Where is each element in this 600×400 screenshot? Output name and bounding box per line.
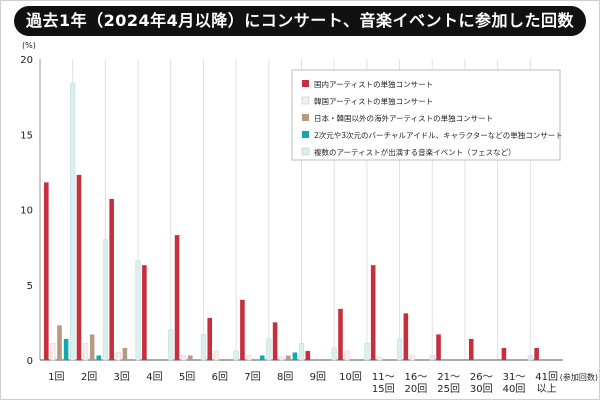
legend: 国内アーティストの単独コンサート韓国アーティストの単独コンサート日本・韓国以外の… <box>291 69 563 161</box>
y-tick-label: 10 <box>20 206 33 217</box>
bar <box>181 355 187 361</box>
y-axis-ticks: 0 5 10 15 20 <box>20 55 33 367</box>
x-tick-label: 26～ 30回 <box>470 372 493 395</box>
x-tick-label: 2回 <box>81 371 97 383</box>
legend-label: 日本・韓国以外の海外アーティストの単独コンサート <box>314 113 493 123</box>
x-tick-label: 9回 <box>310 371 326 383</box>
bar <box>338 308 343 360</box>
legend-label: 2次元や3次元のバーチャルアイドル、キャラクターなどの単独コンサート <box>314 130 563 140</box>
x-tick-label: 1回 <box>48 371 64 383</box>
bar <box>70 82 76 361</box>
bar <box>527 355 533 361</box>
x-tick-label: 11～ 15回 <box>372 372 395 395</box>
bar <box>240 299 245 360</box>
bar <box>89 334 95 360</box>
x-tick-label: 10回 <box>339 371 362 383</box>
y-tick-label: 15 <box>20 130 33 141</box>
x-axis-label: (参加回数) <box>560 372 598 382</box>
x-tick-label: 41回以上 <box>535 371 558 395</box>
chart-title: 過去1年（2024年4月以降）にコンサート、音楽イベントに参加した回数 <box>14 6 586 36</box>
bar <box>115 352 121 361</box>
bar <box>409 355 416 361</box>
bar <box>246 355 252 361</box>
bar <box>109 198 114 360</box>
bar <box>403 313 409 360</box>
legend-swatch <box>302 80 309 87</box>
bar <box>135 260 141 361</box>
bar <box>429 355 435 361</box>
x-tick-label: 21～ 25回 <box>437 372 460 395</box>
bar <box>213 350 219 361</box>
bar <box>377 356 383 361</box>
y-tick-label: 20 <box>20 55 33 66</box>
bar <box>298 343 305 361</box>
bar <box>370 265 376 360</box>
legend-swatch <box>301 147 310 156</box>
bar <box>76 174 82 360</box>
x-tick-label: 5回 <box>179 371 195 383</box>
bar <box>207 317 213 360</box>
bar <box>259 355 265 360</box>
legend-swatch <box>302 114 309 121</box>
bar <box>200 334 206 361</box>
x-axis-ticks: 1回 2回 3回 4回 5回 6回 7回 8回 9回 10回 11～ 15回 16～ 20回 21～ 25回 2… <box>48 371 558 395</box>
bar <box>397 338 403 361</box>
bar <box>187 355 193 360</box>
bar <box>286 355 291 360</box>
y-tick-label: 5 <box>27 281 33 292</box>
bar <box>102 239 108 361</box>
bar <box>292 352 298 360</box>
bar <box>534 347 539 360</box>
bar <box>44 182 49 360</box>
legend-box <box>291 69 561 161</box>
bar <box>96 355 102 360</box>
x-tick-label: 7回 <box>244 371 260 383</box>
bar <box>233 350 239 361</box>
legend-label: 韓国アーティストの単独コンサート <box>314 96 433 106</box>
bars <box>44 82 539 361</box>
bar <box>63 338 69 360</box>
grid-lines <box>39 59 563 361</box>
x-tick-label: 8回 <box>277 371 293 383</box>
legend-swatch <box>301 96 310 105</box>
bar <box>364 343 370 361</box>
bar <box>436 334 441 360</box>
y-axis-unit: (%) <box>22 41 36 50</box>
legend-label: 国内アーティストの単独コンサート <box>314 79 433 89</box>
bar <box>57 325 62 360</box>
bar <box>331 347 337 361</box>
bar <box>83 343 89 361</box>
legend-swatch <box>302 131 309 138</box>
bar <box>122 347 128 360</box>
bar <box>501 347 507 360</box>
bar <box>266 338 272 361</box>
bar <box>142 265 147 360</box>
bar <box>272 322 278 360</box>
x-tick-label: 16～ 20回 <box>405 372 428 395</box>
x-tick-label: 3回 <box>114 371 130 383</box>
bar <box>279 356 285 361</box>
bar <box>468 338 474 360</box>
legend-label: 複数のアーティストが出演する音楽イベント（フェスなど） <box>314 147 516 157</box>
bar <box>50 343 56 361</box>
bar <box>168 329 174 361</box>
bar <box>305 350 311 360</box>
x-tick-label: 6回 <box>212 371 228 383</box>
bar <box>344 350 350 361</box>
bar <box>174 235 180 360</box>
x-tick-label: 31～ 40回 <box>503 372 526 395</box>
y-tick-label: 0 <box>27 356 33 367</box>
x-tick-label: 4回 <box>146 371 162 383</box>
